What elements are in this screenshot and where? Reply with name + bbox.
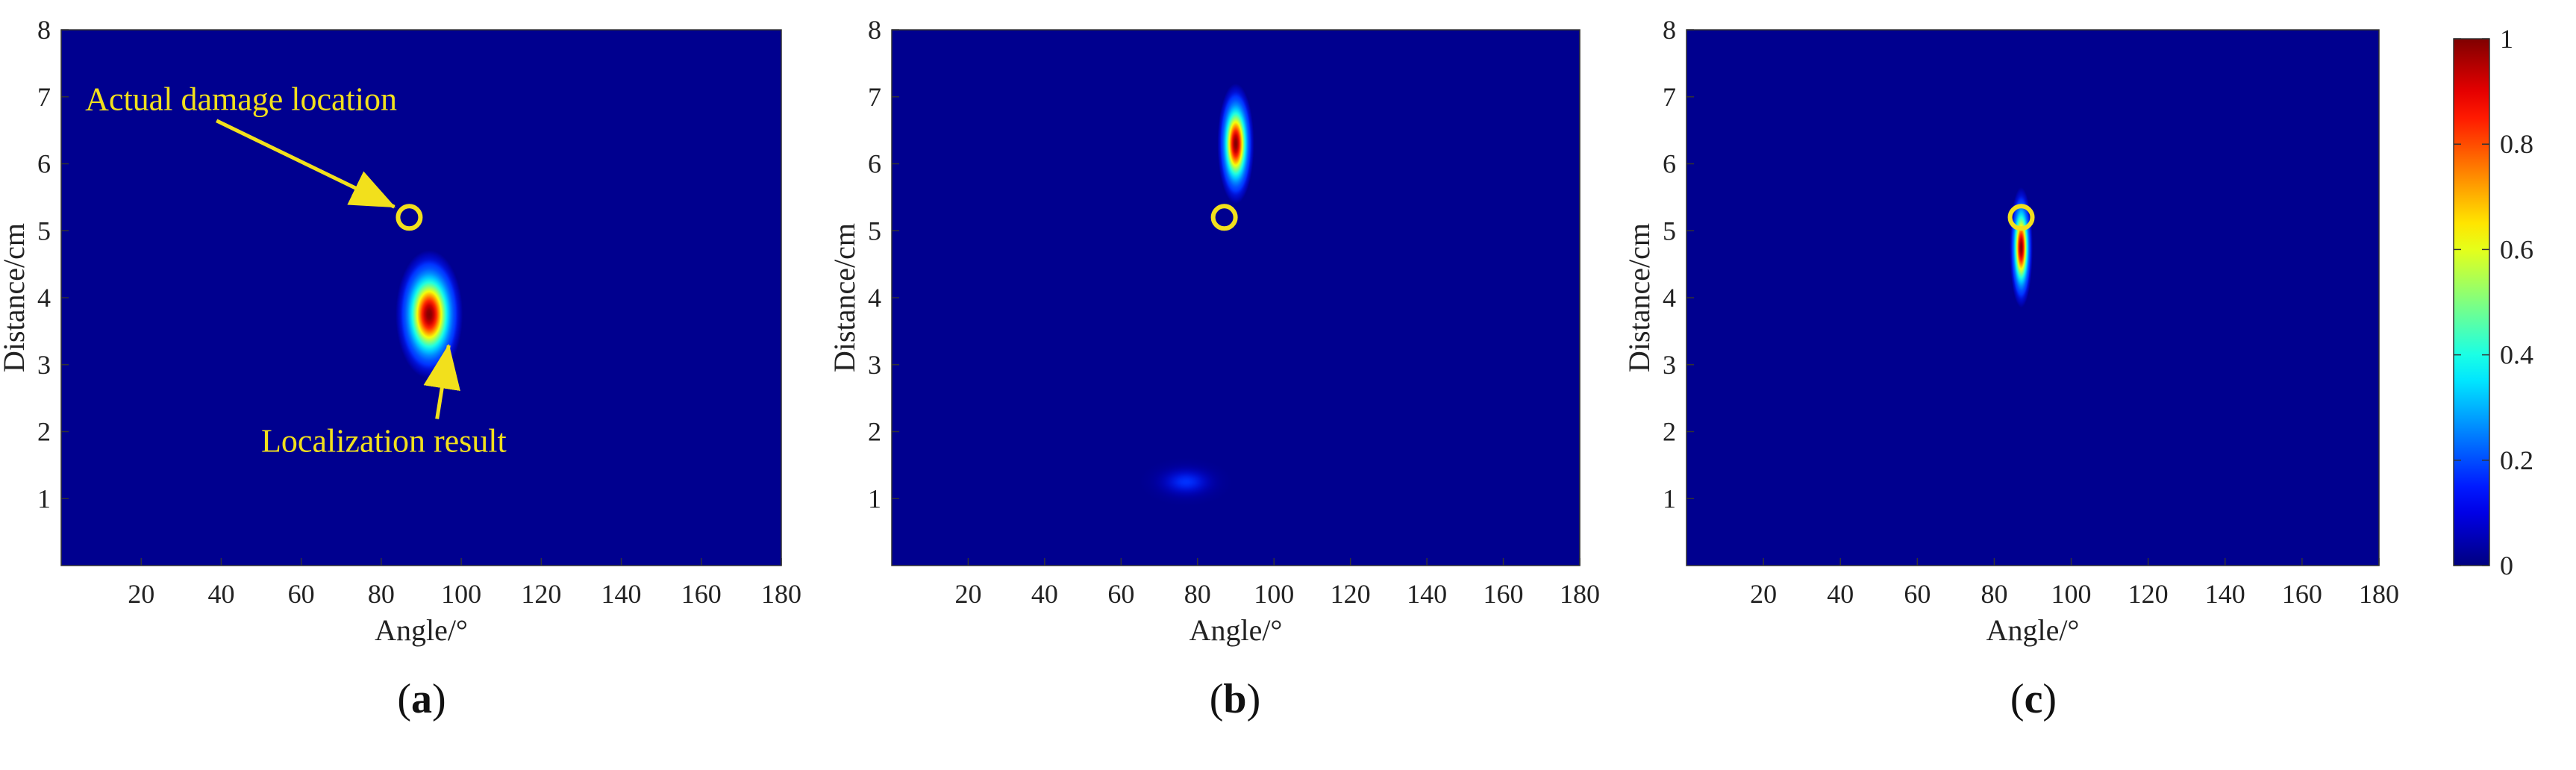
- y-tick-label: 1: [1663, 483, 1676, 513]
- y-tick-label: 6: [868, 149, 881, 179]
- y-tick-label: 8: [868, 15, 881, 45]
- colorbar-tick-label: 0.2: [2500, 445, 2533, 475]
- x-axis-label: Angle/°: [1986, 613, 2080, 647]
- colorbar-tick-label: 0.8: [2500, 129, 2533, 159]
- x-tick-label: 140: [2205, 579, 2245, 609]
- panel-label: (b): [1210, 676, 1260, 722]
- x-tick-label: 100: [1254, 579, 1294, 609]
- colorbar-tick-label: 0.6: [2500, 234, 2533, 264]
- y-tick-label: 5: [37, 216, 51, 245]
- actual-damage-marker: [2007, 204, 2035, 231]
- y-tick-label: 6: [37, 149, 51, 179]
- annotation-arrow: [423, 343, 460, 419]
- y-tick-label: 7: [1663, 82, 1676, 112]
- x-tick-label: 80: [368, 579, 395, 609]
- y-tick-label: 7: [37, 82, 51, 112]
- y-tick-label: 4: [37, 283, 51, 313]
- panel-label: (c): [2010, 676, 2057, 722]
- annotation-arrow: [216, 119, 396, 209]
- panels: 20 40 60 80 100 120 140 160 18012345678Angle/°Di…: [0, 15, 2399, 722]
- panel-c: 20 40 60 80 100 120 140 160 180 1 2 3 4 5 6 7 8 Angle/° Di…: [1622, 15, 2399, 722]
- x-tick-label: 40: [1827, 579, 1854, 609]
- colorbar: 0 0.2 0.4 0.6 0.8 1: [2453, 24, 2533, 580]
- x-tick-label: 80: [1981, 579, 2007, 609]
- x-tick-label: 140: [601, 579, 642, 609]
- y-tick-label: 2: [37, 417, 51, 447]
- y-tick-label: 6: [1663, 149, 1676, 179]
- x-tick-label: 60: [1904, 579, 1931, 609]
- y-tick-label: 2: [868, 417, 881, 447]
- panel-label: (a): [397, 676, 446, 722]
- y-tick-label: 1: [868, 483, 881, 513]
- y-tick-label: 5: [868, 216, 881, 245]
- x-tick-label: 20: [128, 579, 154, 609]
- x-tick-label: 120: [1331, 579, 1371, 609]
- colorbar-tick-label: 0: [2500, 551, 2513, 580]
- y-tick-label: 4: [868, 283, 881, 313]
- x-axis-label: Angle/°: [375, 613, 468, 647]
- x-tick-label: 100: [2051, 579, 2092, 609]
- y-tick-label: 3: [37, 350, 51, 380]
- x-tick-label: 60: [288, 579, 315, 609]
- x-tick-label: 180: [2359, 579, 2399, 609]
- heatmap-peak: [1217, 83, 1254, 204]
- y-tick-label: 5: [1663, 216, 1676, 245]
- x-axis-label: Angle/°: [1189, 613, 1283, 647]
- y-axis-label: Distance/cm: [828, 223, 861, 372]
- y-tick-label: 8: [1663, 15, 1676, 45]
- x-tick-label: 180: [1560, 579, 1600, 609]
- x-tick-label: 180: [761, 579, 801, 609]
- heatmap-background: [1686, 30, 2379, 566]
- heatmap-peak: [2010, 187, 2033, 308]
- x-tick-label: 120: [2128, 579, 2169, 609]
- x-tick-label: 20: [954, 579, 981, 609]
- y-tick-label: 3: [1663, 350, 1676, 380]
- x-tick-label: 160: [681, 579, 722, 609]
- x-tick-label: 100: [441, 579, 481, 609]
- panel-b: 20 40 60 80 100 120 140 160 180 1 2 3 4 5 6 7 8 Angle/° Di…: [828, 15, 1600, 722]
- colorbar-tick-label: 0.4: [2500, 340, 2533, 370]
- panel-a: 20 40 60 80 100 120 140 160 180 1 2 3 4 5 6 7 8 Angle/° Di…: [0, 15, 801, 722]
- y-tick-label: 2: [1663, 417, 1676, 447]
- colorbar-gradient: [2453, 38, 2490, 566]
- x-tick-label: 80: [1184, 579, 1211, 609]
- x-tick-label: 20: [1750, 579, 1777, 609]
- x-tick-label: 60: [1107, 579, 1134, 609]
- y-tick-label: 1: [37, 483, 51, 513]
- x-tick-label: 40: [207, 579, 234, 609]
- heatmap-peak: [396, 250, 463, 379]
- annotation-text: Localization result: [261, 422, 507, 459]
- x-tick-label: 140: [1407, 579, 1447, 609]
- y-tick-label: 4: [1663, 283, 1676, 313]
- actual-damage-marker: [1210, 204, 1238, 231]
- y-tick-label: 3: [868, 350, 881, 380]
- y-tick-label: 8: [37, 15, 51, 45]
- y-axis-label: Distance/cm: [0, 223, 31, 372]
- colorbar-tick-label: 1: [2500, 24, 2513, 54]
- heatmap-peak: [1139, 457, 1232, 507]
- y-tick-label: 7: [868, 82, 881, 112]
- actual-damage-marker: [396, 204, 423, 231]
- x-tick-label: 160: [1484, 579, 1524, 609]
- x-tick-label: 40: [1031, 579, 1058, 609]
- y-axis-label: Distance/cm: [1622, 223, 1656, 372]
- annotation-text: Actual damage location: [85, 81, 397, 118]
- x-tick-label: 160: [2282, 579, 2322, 609]
- x-tick-label: 120: [521, 579, 561, 609]
